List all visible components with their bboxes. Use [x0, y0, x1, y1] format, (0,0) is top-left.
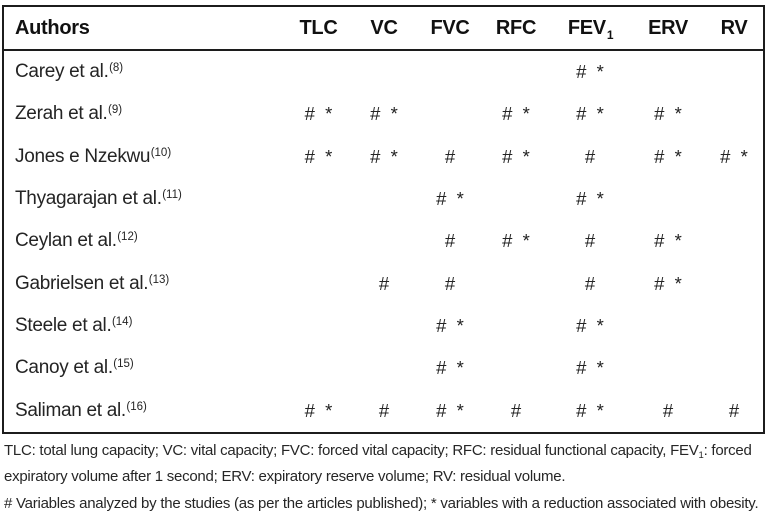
column-header-fev1: FEV1	[549, 16, 631, 42]
author-name: Steele et al.	[15, 315, 112, 337]
author-name: Saliman et al.	[15, 399, 126, 421]
variable-mark-cell: #	[662, 399, 674, 421]
column-header-erv: ERV	[631, 17, 705, 40]
author-name: Zerah et al.	[15, 103, 108, 125]
citation-reference: (15)	[113, 358, 134, 371]
column-header-tlc: TLC	[286, 17, 351, 40]
table-row: Jones e Nzekwu(10) # * # * # # * # # * # *	[4, 136, 763, 178]
variable-mark-cell: # *	[576, 103, 604, 125]
citation-reference: (16)	[126, 400, 147, 413]
column-header-label: ERV	[648, 16, 688, 39]
variable-mark-cell: #	[378, 399, 390, 421]
variable-mark-cell: # *	[654, 103, 682, 125]
variable-mark-cell: # *	[304, 103, 333, 125]
variable-mark-cell: # *	[502, 145, 530, 167]
author-cell: Thyagarajan et al.(11)	[4, 188, 286, 210]
author-cell: Canoy et al.(15)	[4, 357, 286, 379]
column-header-label: VC	[370, 16, 398, 39]
variable-mark-cell: # *	[576, 315, 604, 337]
citation-reference: (9)	[108, 104, 123, 117]
variable-mark-cell: # *	[654, 230, 682, 252]
author-cell: Carey et al.(8)	[4, 61, 286, 83]
column-header-vc: VC	[351, 17, 417, 40]
variable-mark-cell: #	[444, 230, 456, 252]
author-cell: Steele et al.(14)	[4, 315, 286, 337]
author-name: Ceylan et al.	[15, 230, 117, 252]
author-cell: Zerah et al.(9)	[4, 103, 286, 125]
table-body: Carey et al.(8) # * Zerah et al.(9) # * # * #…	[4, 51, 763, 432]
variable-mark-cell: # *	[370, 103, 398, 125]
variable-mark-cell: # *	[370, 145, 398, 167]
author-name: Carey et al.	[15, 61, 109, 83]
column-header-rfc: RFC	[483, 17, 549, 40]
author-cell: Ceylan et al.(12)	[4, 230, 286, 252]
column-header-label: FVC	[430, 16, 470, 39]
column-header-authors: Authors	[15, 16, 90, 39]
author-name: Jones e Nzekwu	[15, 145, 151, 167]
variable-mark-cell: # *	[576, 357, 604, 379]
citation-reference: (13)	[148, 273, 170, 286]
abbreviations-note-text: TLC: total lung capacity; VC: vital capa…	[4, 442, 699, 459]
table-row: Thyagarajan et al.(11) # * # *	[4, 178, 763, 220]
abbreviations-note-line1: TLC: total lung capacity; VC: vital capa…	[4, 439, 766, 465]
variable-mark-cell: # *	[654, 145, 682, 167]
author-name: Canoy et al.	[15, 357, 113, 379]
column-header-subscript: 1	[606, 27, 614, 42]
variable-mark-cell: # *	[576, 188, 604, 210]
citation-reference: (10)	[150, 146, 172, 159]
column-header-fvc: FVC	[417, 17, 483, 40]
variable-mark-cell: # *	[304, 145, 333, 167]
table-row: Ceylan et al.(12) # # * # # *	[4, 220, 763, 262]
variable-mark-cell: # *	[502, 230, 530, 252]
citation-reference: (12)	[117, 231, 138, 244]
studies-table: Authors TLC VC FVC RFC FEV1 ERV RV Carey…	[2, 5, 765, 434]
variable-mark-cell: #	[444, 272, 456, 294]
column-header-label: TLC	[299, 16, 338, 39]
table-row: Steele et al.(14) # * # *	[4, 305, 763, 347]
variable-mark-cell: # *	[654, 272, 682, 294]
variable-mark-cell: # *	[576, 61, 604, 83]
author-cell: Jones e Nzekwu(10)	[4, 146, 286, 168]
author-name: Thyagarajan et al.	[15, 188, 162, 210]
variable-mark-cell: #	[444, 145, 456, 167]
column-header-label: RV	[720, 16, 748, 39]
variable-mark-cell: #	[584, 230, 596, 252]
citation-reference: (8)	[109, 62, 124, 75]
variable-mark-cell: # *	[436, 188, 464, 210]
column-header-label: RFC	[495, 16, 537, 39]
author-cell: Saliman et al.(16)	[4, 400, 286, 422]
table-row: Gabrielsen et al.(13) # # # # *	[4, 263, 763, 305]
table-row: Saliman et al.(16) # * # # * # # * # #	[4, 390, 763, 432]
table-footnotes: TLC: total lung capacity; VC: vital capa…	[4, 439, 766, 516]
variable-mark-cell: # *	[304, 399, 333, 421]
variable-mark-cell: #	[584, 145, 596, 167]
column-header-rv: RV	[705, 17, 763, 40]
column-header-label: FEV	[567, 16, 606, 39]
fev1-subscript: 1	[698, 450, 704, 461]
variable-mark-cell: #	[378, 272, 390, 294]
variable-mark-cell: # *	[576, 399, 604, 421]
variable-mark-cell: #	[510, 399, 522, 421]
symbols-note: # Variables analyzed by the studies (as …	[4, 495, 759, 512]
citation-reference: (14)	[111, 316, 133, 329]
variable-mark-cell: # *	[436, 315, 464, 337]
variable-mark-cell: #	[584, 272, 596, 294]
variable-mark-cell: # *	[436, 399, 464, 421]
author-cell: Gabrielsen et al.(13)	[4, 273, 286, 295]
table-row: Zerah et al.(9) # * # * # * # * # *	[4, 93, 763, 135]
abbreviations-note-line2: expiratory volume after 1 second; ERV: e…	[4, 468, 566, 485]
table-row: Carey et al.(8) # *	[4, 51, 763, 93]
variable-mark-cell: #	[728, 399, 740, 421]
variable-mark-cell: # *	[502, 103, 530, 125]
author-name: Gabrielsen et al.	[15, 272, 149, 294]
abbreviations-note-text: : forced	[703, 442, 752, 459]
citation-reference: (11)	[162, 189, 182, 202]
variable-mark-cell: # *	[436, 357, 464, 379]
table-row: Canoy et al.(15) # * # *	[4, 347, 763, 389]
variable-mark-cell: # *	[720, 145, 748, 167]
table-header-row: Authors TLC VC FVC RFC FEV1 ERV RV	[4, 7, 763, 51]
